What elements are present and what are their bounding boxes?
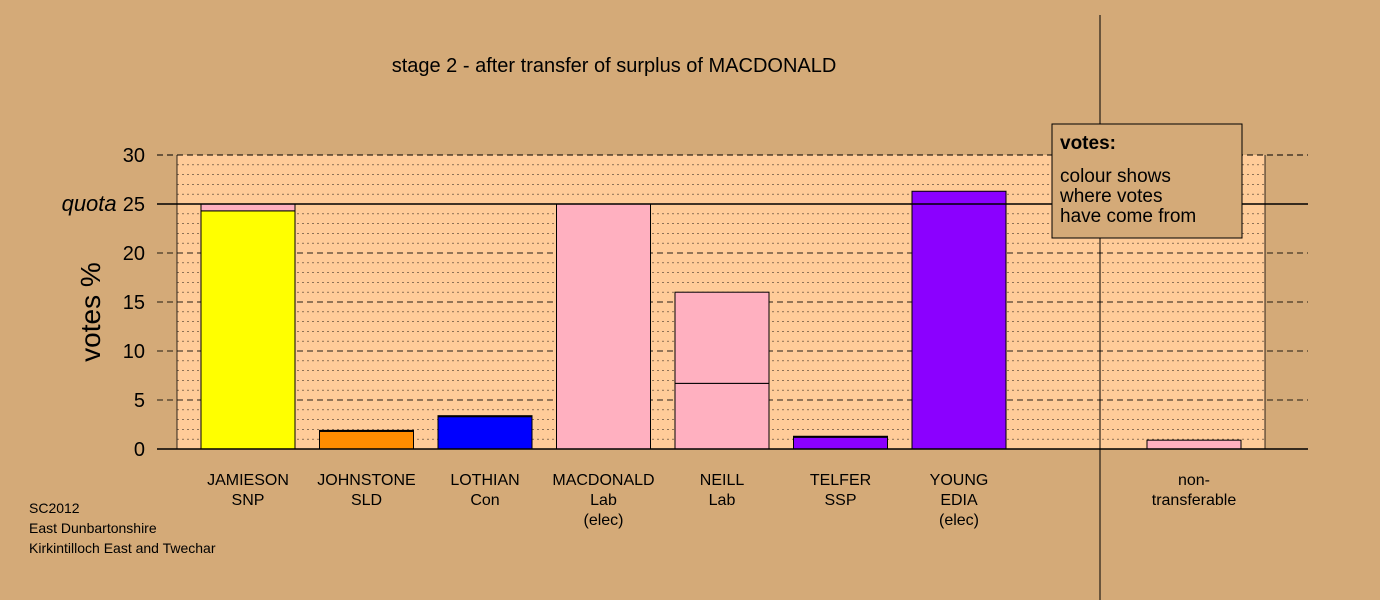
y-axis-label: votes % [75,262,106,362]
footer-line: Kirkintilloch East and Twechar [29,540,216,556]
y-tick-label: 0 [134,439,145,461]
bar-segment [674,382,770,450]
category-label: Con [470,492,499,509]
footer: SC2012 East Dunbartonshire Kirkintilloch… [29,500,216,556]
bar-segment [556,203,651,450]
bar-segment [793,436,888,450]
bar-segment [674,291,770,384]
category-label: NEILL [700,472,745,489]
bar-segment [319,429,414,432]
category-label: Lab [709,492,736,509]
bar-segment [200,210,296,450]
category-label: LOTHIAN [450,472,519,489]
bar-segment [200,203,296,212]
category-label: MACDONALD [552,472,654,489]
y-tick-label: 15 [123,292,145,314]
bar-segment [437,416,533,450]
y-tick-label: 5 [134,390,145,412]
category-label: YOUNG [930,472,989,489]
category-labels: JAMIESON SNP JOHNSTONE SLD LOTHIAN Con MACDONA… [207,472,1236,529]
category-label: non- [1178,472,1210,489]
category-label: (elec) [583,512,623,529]
category-label: JAMIESON [207,472,289,489]
bar-segment [437,415,533,418]
y-tick-label: 20 [123,243,145,265]
legend: votes: colour shows where votes have com… [1051,123,1243,239]
legend-line: have come from [1060,206,1196,227]
y-tick-label: 30 [123,145,145,167]
legend-box [1051,123,1243,239]
category-label: TELFER [810,472,871,489]
bar-segment [793,435,888,438]
legend-line: where votes [1059,186,1162,207]
y-tick-label: 10 [123,341,145,363]
category-label: transferable [1152,492,1237,509]
category-label: SNP [232,492,265,509]
bar-segment [911,190,1007,450]
category-label: JOHNSTONE [317,472,415,489]
category-label: SSP [824,492,856,509]
y-ticks: 0 5 10 15 20 quota 25 30 [62,145,145,461]
bar-segment [319,430,414,450]
legend-title: votes: [1060,133,1116,154]
category-label: Lab [590,492,617,509]
chart-title: stage 2 - after transfer of surplus of M… [392,55,837,77]
footer-line: SC2012 [29,500,80,516]
footer-line: East Dunbartonshire [29,520,157,536]
y-tick-label: quota 25 [62,191,145,216]
category-label: EDIA [940,492,978,509]
category-label: (elec) [939,512,979,529]
category-label: SLD [351,492,382,509]
bars [200,190,1242,450]
legend-line: colour shows [1060,166,1171,187]
bar-nontransferable [1146,439,1242,450]
